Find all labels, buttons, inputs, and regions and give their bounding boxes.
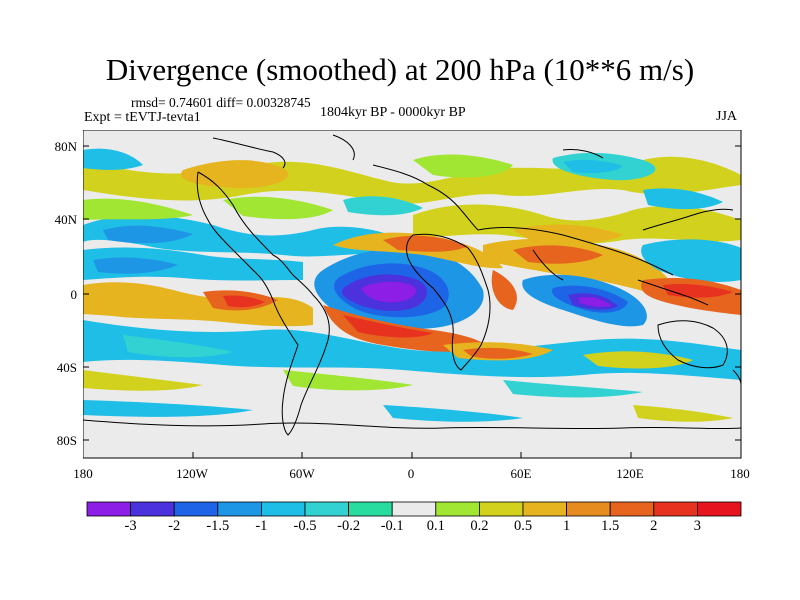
coastline xyxy=(642,208,734,231)
colorbar-swatch xyxy=(566,501,611,517)
colorbar-swatch xyxy=(478,501,524,517)
field-patch xyxy=(181,160,289,189)
coastline xyxy=(332,134,355,161)
coastlines xyxy=(83,134,741,436)
colorbar-swatch xyxy=(86,501,131,517)
field-patch xyxy=(103,225,193,244)
field-patch xyxy=(491,270,517,310)
field-patch xyxy=(643,188,723,210)
coastline xyxy=(372,164,479,231)
colorbar-label: -1.5 xyxy=(206,518,230,534)
lat-tick-label: 0 xyxy=(70,287,78,302)
field-patch xyxy=(83,148,143,170)
lon-tick-label: 0 xyxy=(407,466,415,481)
field-patch xyxy=(123,335,233,358)
colorbar-label: 3 xyxy=(693,518,702,534)
field-patch xyxy=(413,204,741,244)
coastline xyxy=(657,320,728,369)
coastline xyxy=(212,137,286,169)
field-patch xyxy=(633,405,733,422)
colorbar-swatch xyxy=(217,501,262,517)
coastline xyxy=(197,171,330,436)
colorbar-swatch xyxy=(260,501,306,517)
colorbar-label: 2 xyxy=(650,518,658,534)
lat-tick-label: 80N xyxy=(54,139,77,154)
field-patch xyxy=(223,295,265,308)
field-patch xyxy=(83,282,313,327)
coastline xyxy=(477,227,674,276)
field-patch xyxy=(583,351,693,369)
coastline xyxy=(406,233,491,371)
colorbar-label: -0.1 xyxy=(380,518,404,534)
rmsd-diff-stats: rmsd= 0.74601 diff= 0.00328745 xyxy=(131,95,311,110)
lat-tick-label: 40S xyxy=(56,360,77,375)
colorbar-label: -1 xyxy=(255,518,268,534)
colorbar-swatch xyxy=(653,501,698,517)
lon-tick-label: 180 xyxy=(730,466,750,481)
field-patch xyxy=(513,245,603,264)
field-patch xyxy=(503,380,643,398)
colorbar-swatch xyxy=(391,501,437,517)
field-patch xyxy=(563,159,623,174)
colorbar-swatch xyxy=(304,501,349,517)
field-patch xyxy=(413,154,513,178)
colorbar-swatch xyxy=(173,501,219,517)
field-patch xyxy=(343,196,423,216)
field-patch xyxy=(578,297,611,307)
divergence-map xyxy=(83,130,742,459)
experiment-label: Expt = tEVTJ-tevta1 xyxy=(84,110,201,125)
colorbar-label: 0.1 xyxy=(426,518,445,534)
lon-tick-label: 120E xyxy=(616,466,644,481)
map-title: Divergence (smoothed) at 200 hPa (10**6 … xyxy=(105,52,695,87)
lat-tick-label: 40N xyxy=(54,212,77,227)
field-patch xyxy=(93,257,178,274)
field-patch xyxy=(83,400,253,417)
field-patch xyxy=(383,405,523,422)
colorbar-swatch xyxy=(130,501,175,517)
colorbar-swatch xyxy=(348,501,393,517)
lat-tick-label: 80S xyxy=(56,433,77,448)
colorbar-swatch xyxy=(609,501,655,517)
axis-ticks xyxy=(83,145,741,458)
field-patch xyxy=(83,370,203,391)
field-patch xyxy=(223,196,333,220)
field-patch xyxy=(283,370,413,391)
field-patch xyxy=(83,215,403,257)
lon-tick-label: 60E xyxy=(510,466,532,481)
colorbar-label: 1 xyxy=(562,518,571,534)
season-label: JJA xyxy=(716,109,738,124)
colorbar-label: -0.2 xyxy=(337,518,361,534)
field-patch xyxy=(83,198,193,220)
field-patch xyxy=(83,320,741,380)
colorbar-swatch xyxy=(435,501,480,517)
colorbar-label: 0.2 xyxy=(470,518,489,534)
colorbar-swatch xyxy=(522,501,567,517)
colorbar-label: 0.5 xyxy=(513,518,533,534)
colorbar xyxy=(86,501,742,517)
colorbar-label: 1.5 xyxy=(601,518,620,534)
field-patch xyxy=(383,235,468,252)
coastline xyxy=(532,249,564,281)
field-patch xyxy=(343,315,433,338)
lon-tick-label: 180 xyxy=(73,466,93,481)
colorbar-swatch xyxy=(697,501,742,517)
colorbar-label: -3 xyxy=(124,518,137,534)
field-patch xyxy=(463,347,533,359)
coastline xyxy=(196,171,259,276)
coastline xyxy=(83,419,741,430)
coastline xyxy=(637,279,709,306)
lon-tick-label: 60W xyxy=(289,466,315,481)
colorbar-label: -0.5 xyxy=(293,518,317,534)
coastline xyxy=(562,149,604,159)
colorbar-label: -2 xyxy=(168,518,181,534)
period-label: 1804kyr BP - 0000kyr BP xyxy=(320,105,466,120)
lon-tick-label: 120W xyxy=(176,466,208,481)
field-patch xyxy=(361,281,417,303)
